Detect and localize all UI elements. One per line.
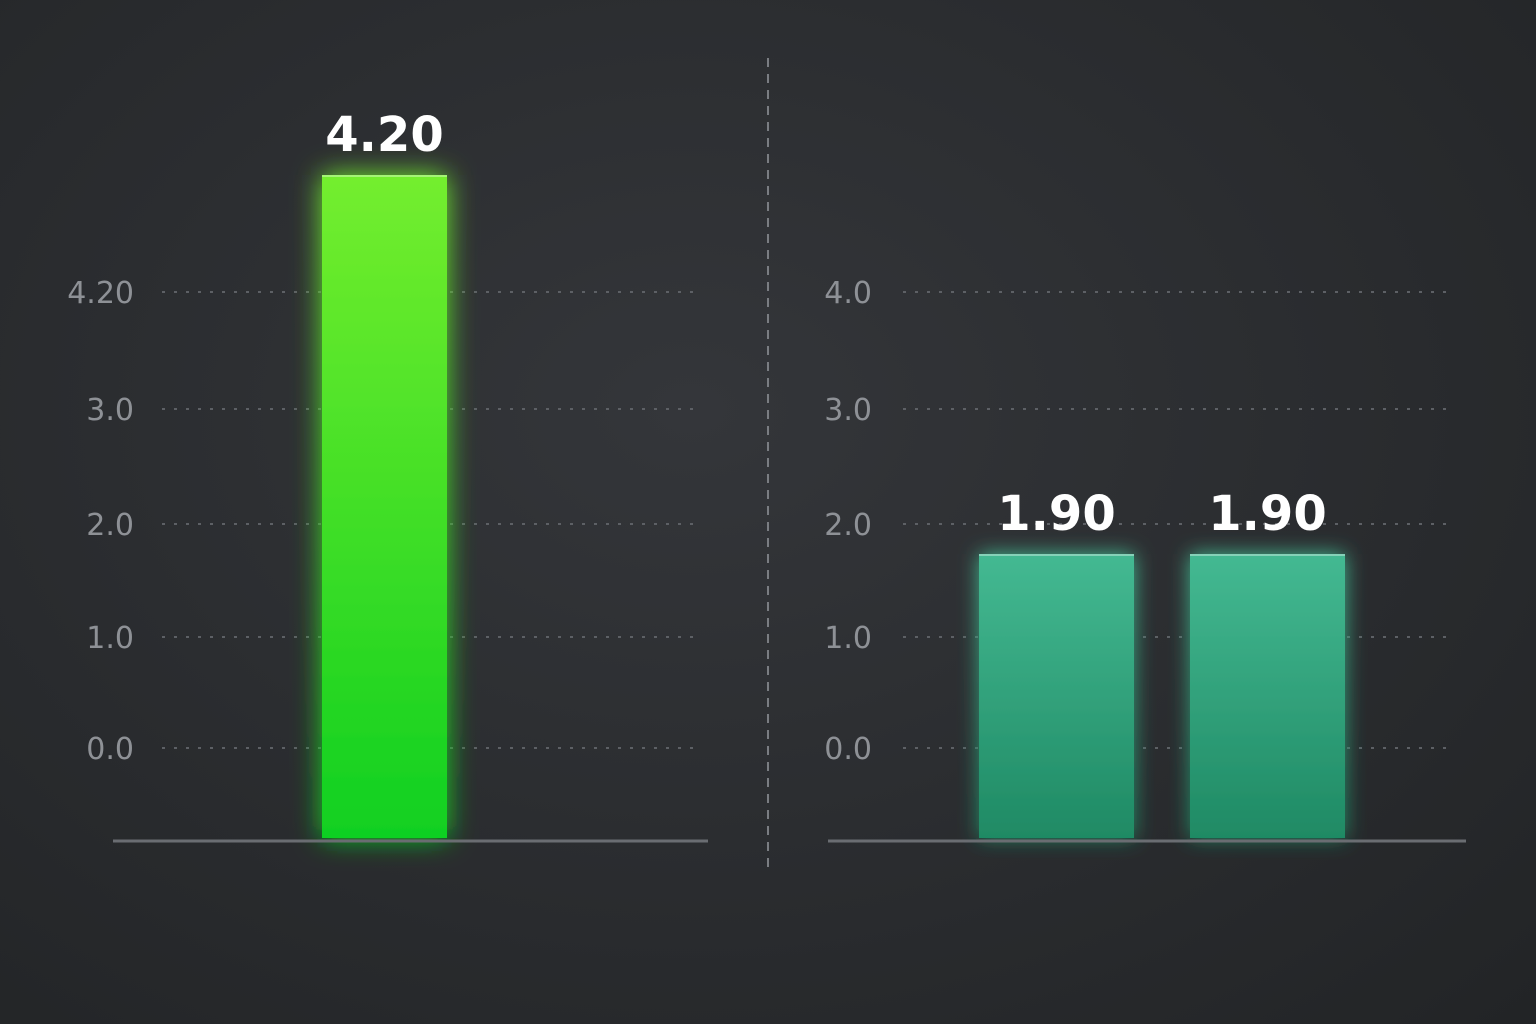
y-tick-label-left-0: 0.0: [86, 732, 134, 767]
data-label-right-0: 1.90: [997, 486, 1115, 542]
value-labels-right: 1.90 1.90: [997, 486, 1326, 542]
chart-panel-left: 0.0 1.0 2.0 3.0 4.20 4.20: [67, 107, 708, 843]
y-axis-left: 0.0 1.0 2.0 3.0 4.20: [67, 276, 134, 767]
y-tick-label-left-4: 4.20: [67, 276, 134, 311]
y-tick-label-right-3: 3.0: [824, 393, 872, 428]
y-tick-label-right-1: 1.0: [824, 621, 872, 656]
bars-right: [979, 554, 1345, 838]
chart-panel-right: 0.0 1.0 2.0 3.0 4.0 1.90 1.90: [824, 276, 1466, 843]
bar-right-0: [979, 554, 1134, 838]
y-axis-right: 0.0 1.0 2.0 3.0 4.0: [824, 276, 872, 767]
y-tick-label-left-3: 3.0: [86, 393, 134, 428]
y-tick-label-left-1: 1.0: [86, 621, 134, 656]
y-tick-label-right-4: 4.0: [824, 276, 872, 311]
y-tick-label-left-2: 2.0: [86, 508, 134, 543]
bars-left: [322, 175, 447, 838]
value-labels-left: 4.20: [325, 107, 443, 163]
data-label-left-0: 4.20: [325, 107, 443, 163]
bar-right-1: [1190, 554, 1345, 838]
y-tick-label-right-2: 2.0: [824, 508, 872, 543]
bar-left-0: [322, 175, 447, 838]
y-tick-label-right-0: 0.0: [824, 732, 872, 767]
data-label-right-1: 1.90: [1208, 486, 1326, 542]
grid-left: [162, 291, 698, 749]
